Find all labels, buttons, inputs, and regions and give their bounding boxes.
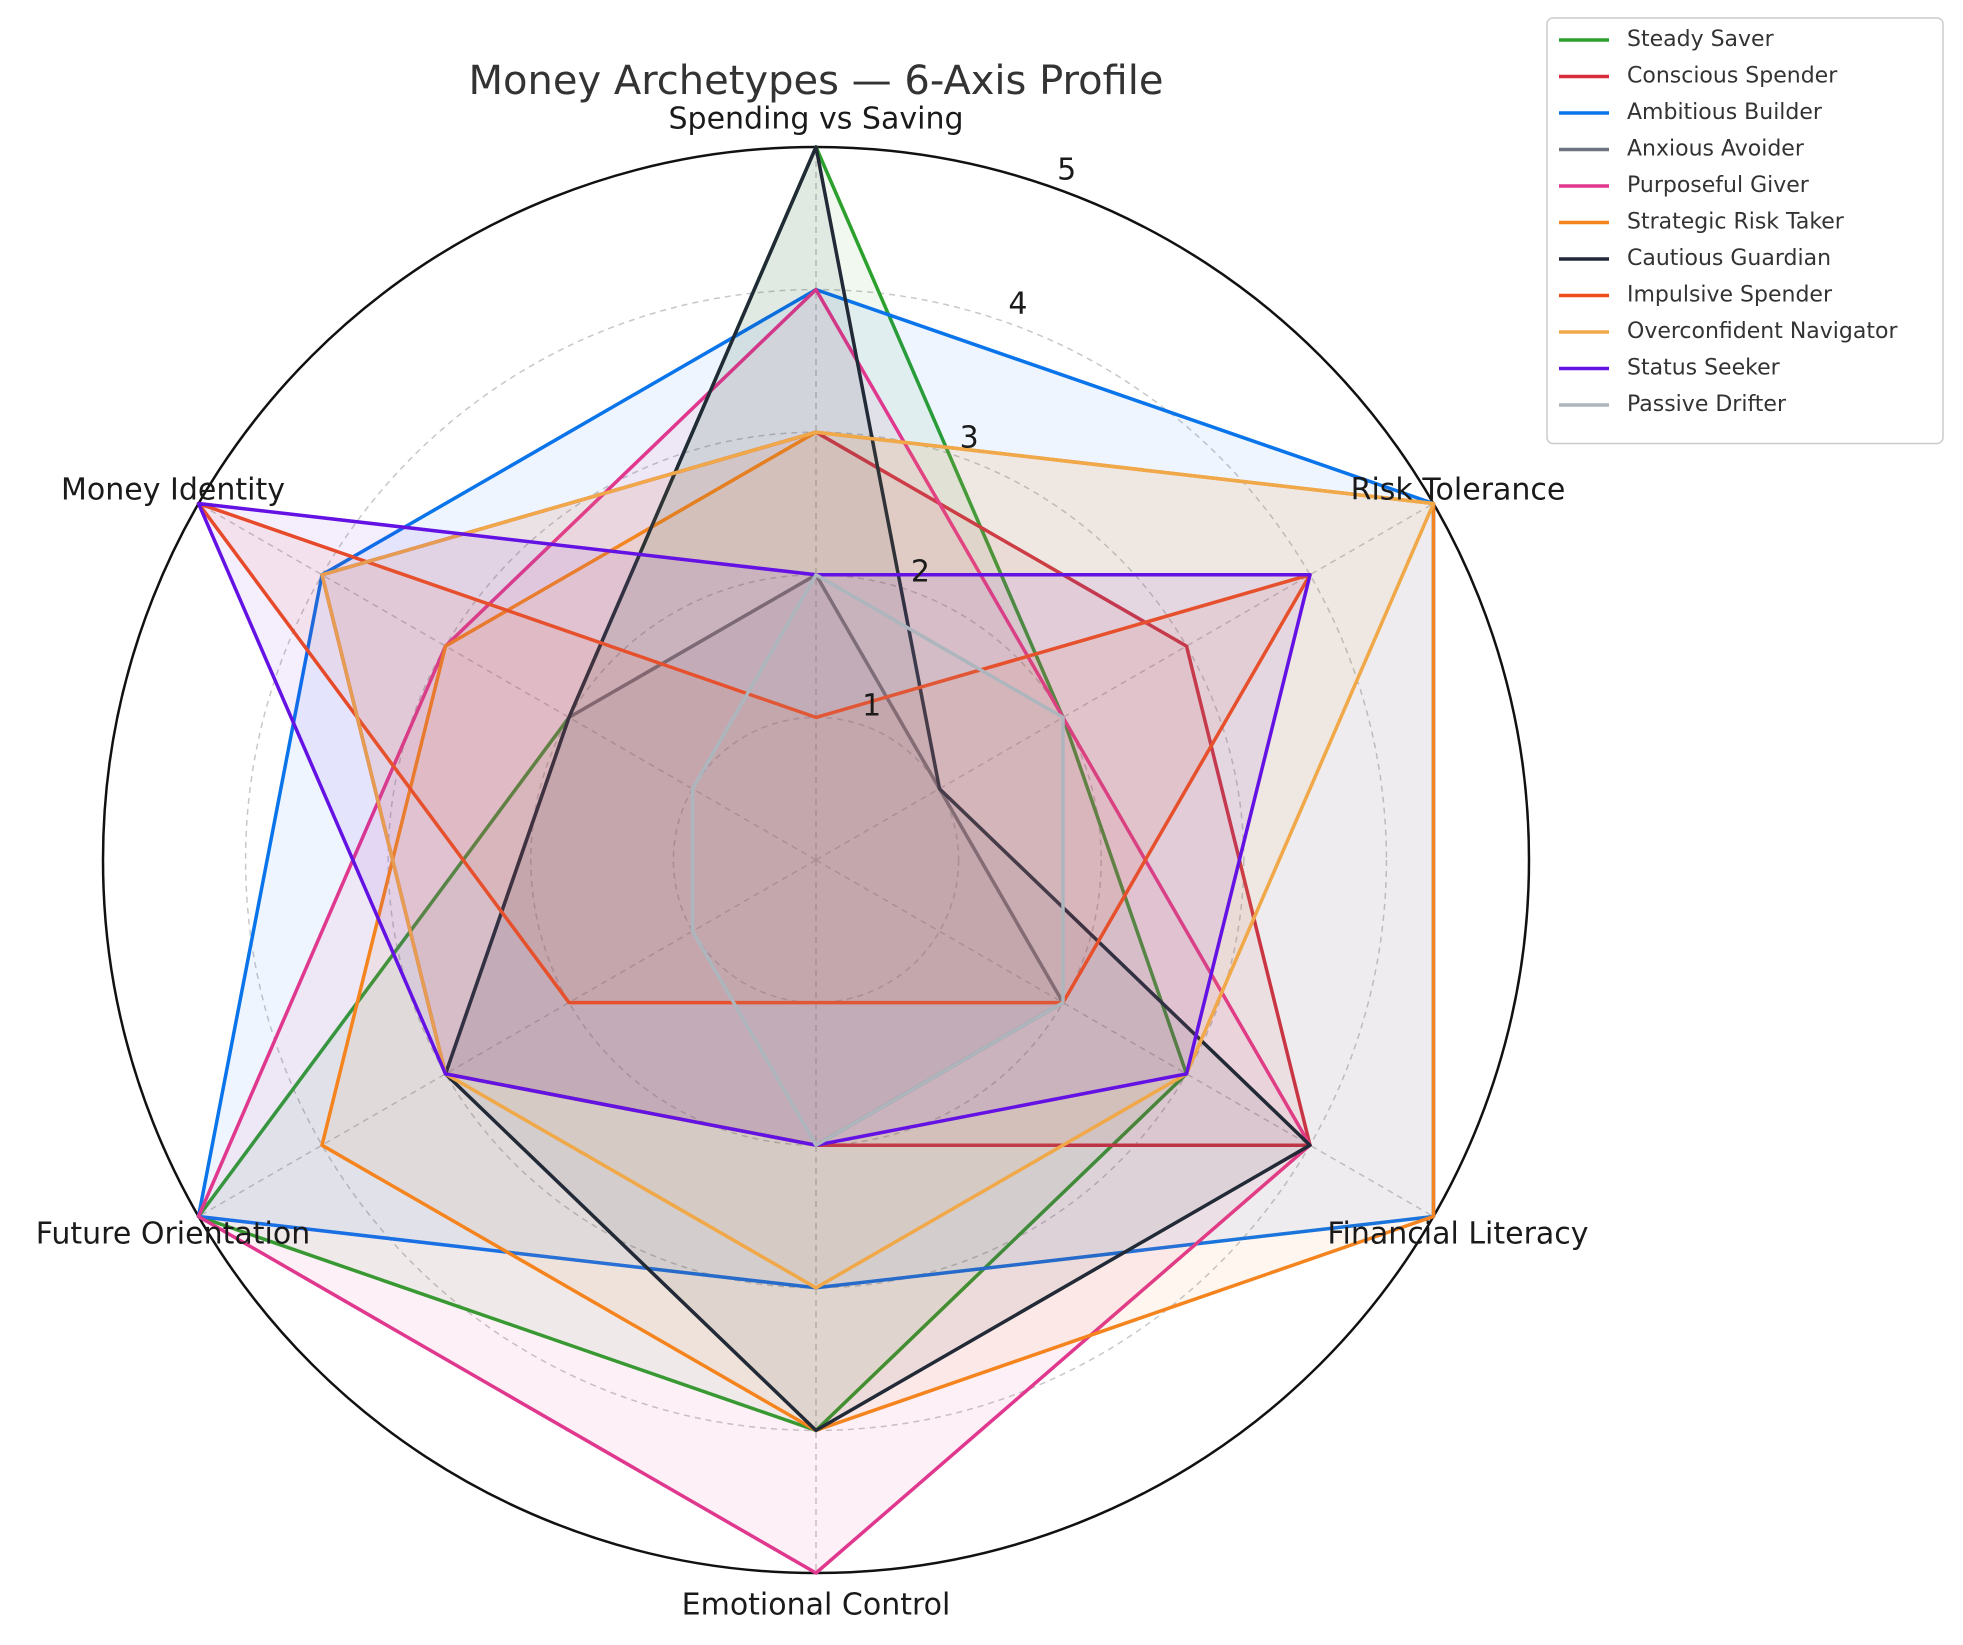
chart-title: Money Archetypes — 6-Axis Profile — [469, 58, 1164, 104]
axis-label: Future Orientation — [36, 1217, 310, 1252]
legend-label: Status Seeker — [1627, 356, 1781, 381]
radial-tick-label: 5 — [1057, 153, 1076, 188]
series-fill — [692, 574, 1063, 1146]
legend-label: Cautious Guardian — [1627, 246, 1831, 271]
axis-label: Financial Literacy — [1327, 1217, 1588, 1252]
series-layer — [196, 145, 1436, 1575]
axis-spoke — [198, 502, 817, 861]
legend-label: Overconfident Navigator — [1627, 319, 1898, 344]
legend-label: Ambitious Builder — [1627, 100, 1823, 125]
series-line — [690, 573, 1065, 1147]
series-fill — [198, 503, 1310, 1146]
legend-label: Anxious Avoider — [1627, 137, 1805, 162]
legend-label: Conscious Spender — [1627, 64, 1838, 89]
series-fill — [445, 147, 1310, 1431]
axis-label: Money Identity — [61, 473, 285, 508]
axis-label: Emotional Control — [682, 1588, 951, 1623]
legend-item: Ambitious Builder — [1559, 100, 1823, 125]
legend-label: Strategic Risk Taker — [1627, 210, 1845, 235]
legend-item: Strategic Risk Taker — [1559, 210, 1845, 235]
series-line — [320, 430, 1436, 1290]
legend-item: Status Seeker — [1559, 356, 1781, 381]
axis-spoke — [815, 502, 1434, 861]
legend-item: Steady Saver — [1559, 27, 1775, 52]
legend-box — [1546, 17, 1944, 445]
legend: Steady Saver Conscious Spender Ambitious B… — [1546, 17, 1944, 445]
legend-label: Purposeful Giver — [1627, 173, 1810, 198]
label-layer: 1 2 3 4 5 Spending vs Saving Risk Tolerance Fin… — [36, 102, 1589, 1623]
legend-item: Conscious Spender — [1559, 64, 1838, 89]
legend-label: Passive Drifter — [1627, 392, 1787, 417]
axis-spoke — [815, 859, 1434, 1218]
radial-tick-label: 3 — [960, 421, 979, 456]
axis-label: Risk Tolerance — [1351, 473, 1566, 508]
series-fill — [322, 432, 1434, 1288]
radial-tick-label: 2 — [911, 555, 930, 590]
axis-spoke — [198, 859, 817, 1218]
legend-label: Steady Saver — [1627, 27, 1775, 52]
radial-tick-label: 4 — [1008, 287, 1027, 322]
legend-item: Purposeful Giver — [1559, 173, 1810, 198]
series-fill — [322, 432, 1434, 1431]
legend-item: Impulsive Spender — [1559, 283, 1833, 308]
series-group — [443, 145, 1312, 1433]
series-group — [320, 430, 1436, 1290]
series-group — [690, 573, 1065, 1147]
legend-label: Impulsive Spender — [1627, 283, 1833, 308]
legend-item: Passive Drifter — [1559, 392, 1787, 417]
series-fill — [198, 289, 1310, 1574]
legend-item: Overconfident Navigator — [1559, 319, 1898, 344]
axis-label: Spending vs Saving — [668, 102, 963, 137]
radial-tick-label: 1 — [862, 689, 881, 724]
series-line — [443, 145, 1312, 1433]
legend-item: Cautious Guardian — [1559, 246, 1831, 271]
legend-item: Anxious Avoider — [1559, 137, 1805, 162]
